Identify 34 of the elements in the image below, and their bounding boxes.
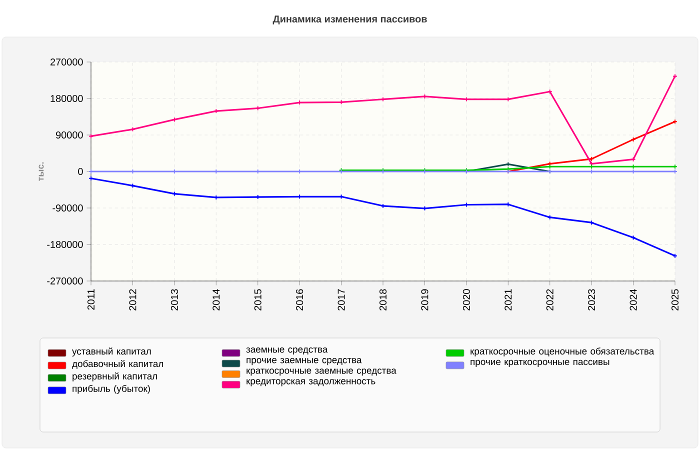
legend-label: резервный капитал	[72, 372, 157, 382]
legend-label: прибыль (убыток)	[72, 384, 150, 394]
x-tick-label: 2024	[630, 289, 637, 310]
chart-title: Динамика изменения пассивов	[272, 16, 427, 24]
x-tick-label: 2014	[212, 289, 220, 310]
x-tick-label: 2018	[379, 289, 387, 310]
legend-label: прочие заемные средства	[246, 358, 362, 366]
x-tick-label: 2021	[504, 289, 512, 310]
y-tick-label: -270000	[47, 277, 83, 285]
y-tick-label: 90000	[56, 131, 83, 139]
x-tick-label: 2016	[296, 289, 304, 310]
x-tick-label: 2012	[129, 289, 136, 310]
legend-label: краткосрочные заемные средства	[246, 368, 396, 376]
legend-label: краткосрочные оценочные обязательства	[470, 348, 654, 356]
legend-label: прочие краткосрочные пассивы	[470, 360, 610, 367]
x-tick-label: 2019	[421, 289, 428, 310]
y-tick-label: 180000	[50, 94, 83, 102]
legend-label: добавочный капитал	[72, 360, 164, 369]
y-tick-label: -90000	[52, 204, 83, 212]
y-tick-label: 0	[78, 168, 83, 176]
x-tick-label: 2025	[671, 289, 679, 310]
legend-label: заемные средства	[246, 347, 328, 355]
legend-label: кредиторская задолженность	[246, 379, 376, 386]
y-tick-label: 270000	[50, 58, 83, 66]
y-axis-title: тыс.	[38, 162, 44, 182]
x-tick-label: 2011	[87, 289, 95, 310]
x-tick-label: 2023	[588, 289, 596, 310]
legend-label: уставный капитал	[72, 347, 151, 356]
x-tick-label: 2020	[462, 289, 470, 310]
x-tick-label: 2015	[254, 289, 262, 310]
x-tick-label: 2017	[338, 289, 345, 310]
x-tick-label: 2013	[170, 289, 178, 310]
x-tick-label: 2022	[546, 289, 554, 310]
y-tick-label: -180000	[47, 240, 83, 248]
